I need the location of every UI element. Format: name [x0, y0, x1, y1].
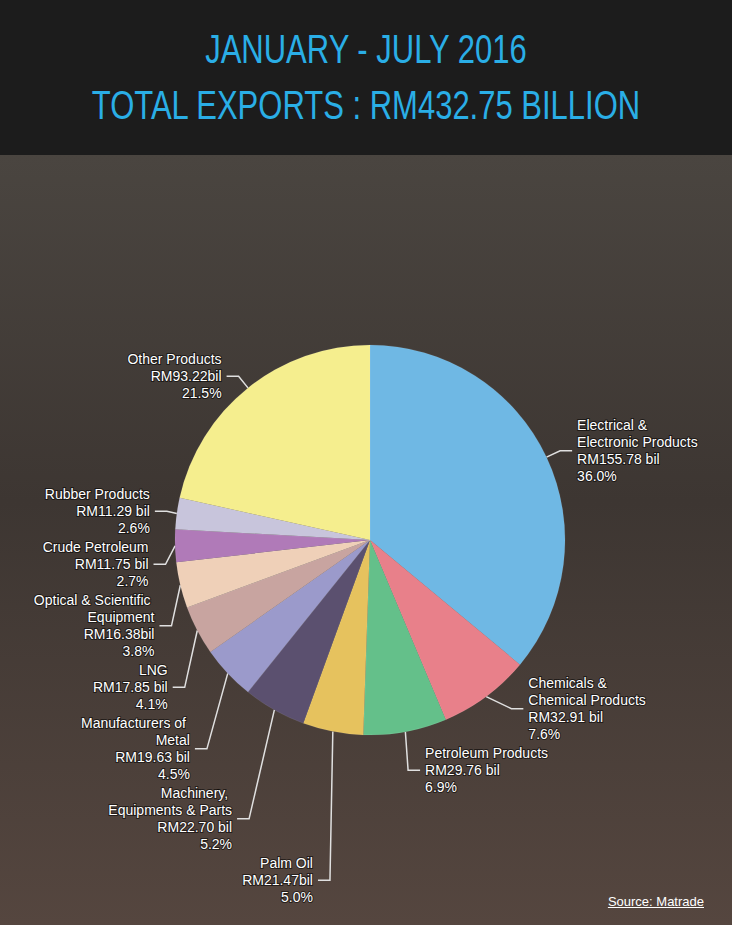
svg-text:7.6%: 7.6% [528, 726, 560, 742]
svg-text:RM32.91 bil: RM32.91 bil [528, 709, 603, 725]
svg-text:RM93.22bil: RM93.22bil [151, 368, 222, 384]
svg-text:Palm Oil: Palm Oil [260, 855, 313, 871]
svg-text:Crude Petroleum: Crude Petroleum [43, 539, 149, 555]
html-text:TOTAL EXPORTS : RM432.75 BILLI: TOTAL EXPORTS : RM432.75 BILLION [91, 82, 641, 128]
svg-text:4.1%: 4.1% [136, 696, 168, 712]
svg-text:RM11.29 bil: RM11.29 bil [76, 503, 150, 519]
svg-text:Chemical Products: Chemical Products [528, 692, 646, 708]
svg-text:Electrical &: Electrical & [577, 417, 651, 433]
svg-text:Equipments & Parts: Equipments & Parts [108, 802, 232, 818]
svg-text:4.5%: 4.5% [158, 766, 190, 782]
svg-text:Chemicals &: Chemicals & [528, 675, 610, 691]
svg-text:RM11.75 bil: RM11.75 bil [75, 556, 149, 572]
svg-text:RM16.38bil: RM16.38bil [84, 626, 155, 642]
svg-text:36.0%: 36.0% [577, 468, 617, 484]
svg-text:Machinery,: Machinery, [161, 785, 232, 801]
svg-text:Petroleum Products: Petroleum Products [425, 745, 548, 761]
svg-text:Other Products: Other Products [127, 351, 221, 367]
html-text:Source: Matrade: Source: Matrade [607, 894, 704, 909]
svg-text:RM19.63 bil: RM19.63 bil [115, 749, 190, 765]
svg-text:RM17.85 bil: RM17.85 bil [93, 679, 168, 695]
svg-text:6.9%: 6.9% [425, 779, 457, 795]
svg-text:2.7%: 2.7% [117, 573, 149, 589]
svg-text:RM22.70 bil: RM22.70 bil [157, 819, 232, 835]
svg-text:Equipment: Equipment [88, 609, 155, 625]
svg-text:Electronic Products: Electronic Products [577, 434, 698, 450]
svg-text:RM29.76 bil: RM29.76 bil [425, 762, 500, 778]
svg-text:Rubber Products: Rubber Products [45, 486, 150, 502]
svg-text:RM155.78 bil: RM155.78 bil [577, 451, 660, 467]
svg-text:Manufacturers of: Manufacturers of [81, 715, 190, 731]
svg-text:2.6%: 2.6% [118, 520, 150, 536]
svg-text:21.5%: 21.5% [182, 385, 222, 401]
svg-text:5.0%: 5.0% [281, 889, 313, 905]
svg-text:5.2%: 5.2% [200, 836, 232, 852]
svg-text:3.8%: 3.8% [123, 643, 155, 659]
svg-text:Optical & Scientific: Optical & Scientific [34, 592, 155, 608]
svg-text:RM21.47bil: RM21.47bil [242, 872, 313, 888]
svg-text:LNG: LNG [139, 662, 168, 678]
svg-text:Metal: Metal [156, 732, 190, 748]
html-text:JANUARY - JULY 2016: JANUARY - JULY 2016 [205, 26, 527, 72]
